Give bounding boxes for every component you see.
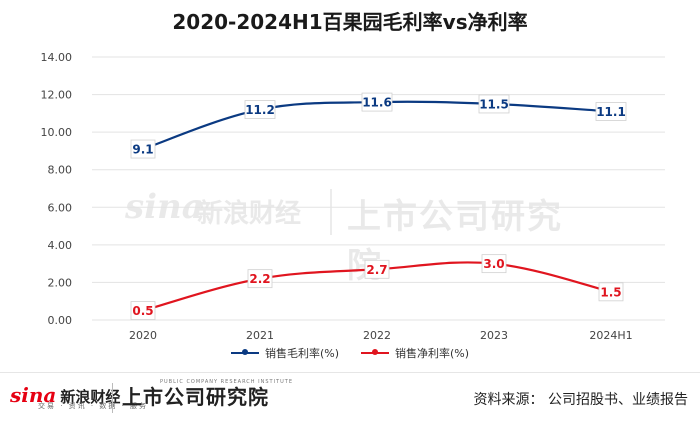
data-label-box: [361, 92, 393, 112]
data-label-box: [247, 269, 273, 289]
legend-swatch-gross-margin: [230, 349, 259, 355]
data-label: 11.2: [245, 103, 275, 117]
legend-item-gross-margin: 销售毛利率(%): [230, 345, 339, 361]
data-label: 2.7: [366, 263, 387, 277]
legend-swatch-net-margin: [361, 349, 389, 355]
data-label-box: [130, 301, 156, 321]
y-tick-label: 8.00: [48, 164, 73, 177]
x-tick-label: 2024H1: [589, 329, 632, 342]
x-axis-ticks: 2020 2021 2022 2023 2024H1: [129, 329, 633, 342]
data-label-box: [364, 259, 390, 279]
data-label-box: [130, 139, 156, 159]
data-label: 1.5: [600, 285, 621, 299]
data-label-box: [244, 100, 276, 119]
data-label: 11.1: [596, 105, 626, 119]
data-source: 资料来源： 公司招股书、业绩报告: [473, 392, 688, 408]
sina-logo-text: sina: [10, 383, 57, 407]
y-axis-ticks: 0.00 2.00 4.00 6.00 8.00 10.00 12.00 14.00: [41, 51, 73, 327]
institute-logo-text: 上市公司研究院: [122, 385, 269, 409]
sina-finance-logo: sina 新浪财经: [10, 383, 120, 407]
data-label: 9.1: [132, 143, 153, 157]
footer: sina 新浪财经 交易 · 资讯 · 数据 · 服务 PUBLIC COMPA…: [0, 372, 700, 427]
data-label: 0.5: [132, 304, 153, 318]
data-label: 11.5: [479, 97, 509, 111]
series-lines: [142, 100, 612, 312]
y-tick-label: 12.00: [41, 89, 73, 102]
data-label: 3.0: [483, 257, 504, 271]
y-tick-label: 6.00: [48, 201, 73, 214]
finance-logo-text: 新浪财经: [60, 388, 121, 406]
legend-label-gross-margin: 销售毛利率(%): [264, 347, 339, 360]
legend-label-net-margin: 销售净利率(%): [395, 347, 470, 360]
footer-divider: [112, 383, 113, 413]
y-tick-label: 10.00: [41, 126, 73, 139]
legend-item-net-margin: 销售净利率(%): [361, 345, 469, 361]
institute-english-name: PUBLIC COMPANY RESEARCH INSTITUTE: [160, 379, 293, 385]
y-tick-label: 4.00: [48, 239, 73, 252]
sina-tagline: 交易 · 资讯 · 数据 · 服务: [38, 402, 149, 410]
data-label: 11.6: [362, 96, 392, 110]
y-tick-label: 14.00: [41, 51, 73, 64]
x-tick-label: 2022: [363, 329, 391, 342]
data-label-box: [478, 94, 510, 114]
data-label-box: [598, 282, 624, 302]
x-tick-label: 2023: [480, 329, 508, 342]
data-label: 2.2: [249, 272, 270, 286]
y-tick-label: 0.00: [48, 314, 73, 327]
x-tick-label: 2020: [129, 329, 157, 342]
data-labels: 9.1 11.2 11.6 11.5 11.1 0.5 2.2 2.7 3.0 1.5: [130, 92, 627, 321]
chart-title: 2020-2024H1百果园毛利率vs净利率: [172, 10, 528, 34]
y-tick-label: 2.00: [48, 276, 73, 289]
legend: 销售毛利率(%) 销售净利率(%): [0, 345, 700, 361]
line-chart: 0.00 2.00 4.00 6.00 8.00 10.00 12.00 14.00 2020…: [41, 51, 665, 342]
x-tick-label: 2021: [246, 329, 274, 342]
data-label-box: [481, 254, 507, 274]
data-label-box: [595, 102, 627, 121]
